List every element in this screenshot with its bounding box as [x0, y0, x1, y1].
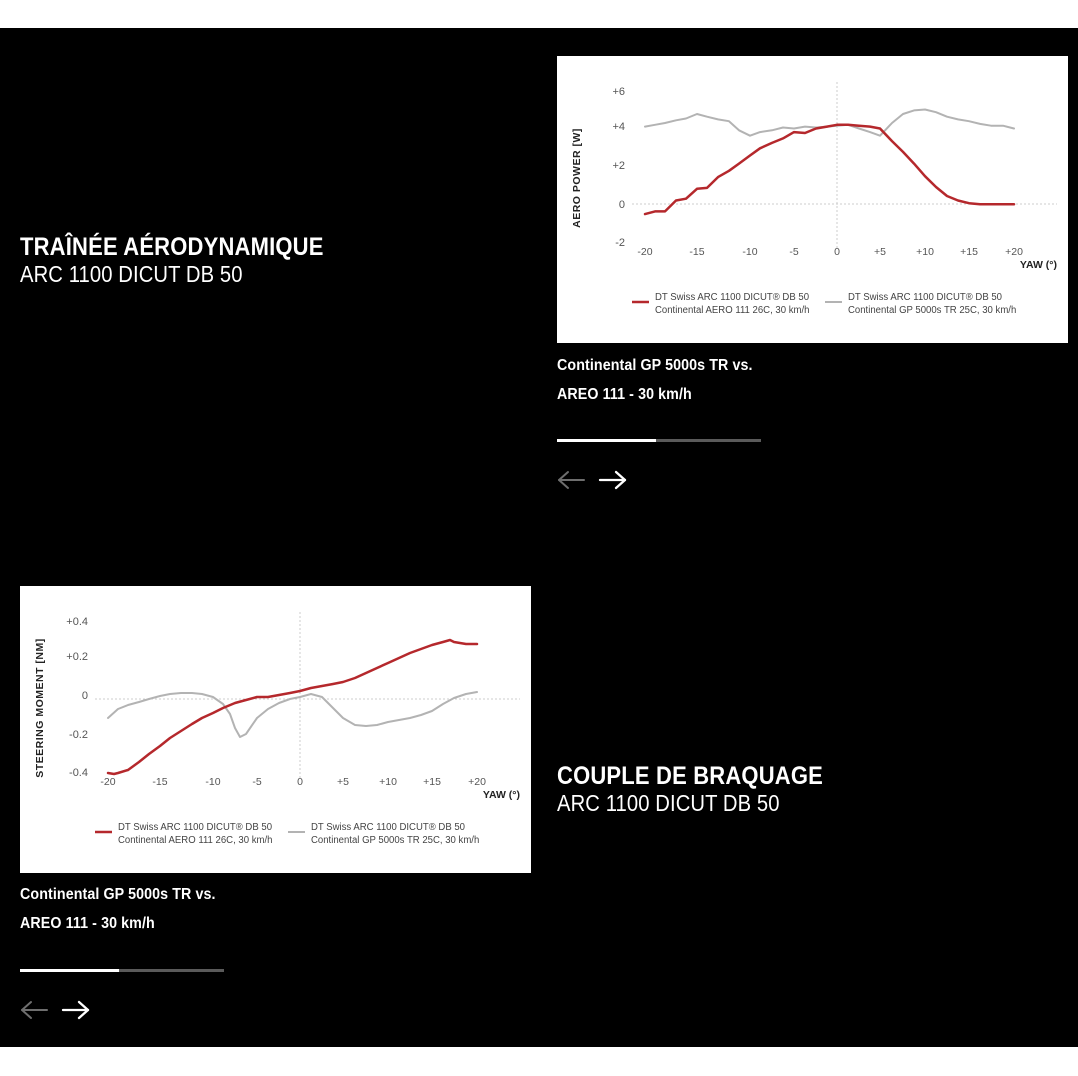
svg-text:+10: +10	[916, 246, 934, 258]
svg-text:DT Swiss ARC 1100 DICUT® DB 50: DT Swiss ARC 1100 DICUT® DB 50	[311, 822, 465, 833]
svg-text:+15: +15	[960, 246, 978, 258]
svg-text:-20: -20	[100, 776, 115, 788]
svg-text:Continental AERO 111 26C, 30 k: Continental AERO 111 26C, 30 km/h	[118, 835, 272, 846]
svg-text:-0.2: -0.2	[69, 729, 88, 741]
svg-text:-5: -5	[789, 246, 798, 258]
svg-text:DT Swiss ARC 1100 DICUT® DB 50: DT Swiss ARC 1100 DICUT® DB 50	[118, 822, 272, 833]
svg-text:+15: +15	[423, 776, 441, 788]
svg-text:+0.2: +0.2	[66, 651, 88, 663]
svg-text:+4: +4	[612, 121, 625, 133]
svg-text:-10: -10	[742, 246, 757, 258]
svg-text:-20: -20	[637, 246, 652, 258]
svg-text:0: 0	[834, 246, 840, 258]
svg-text:0: 0	[297, 776, 303, 788]
svg-text:DT Swiss ARC 1100 DICUT® DB 50: DT Swiss ARC 1100 DICUT® DB 50	[655, 292, 809, 303]
svg-text:+20: +20	[468, 776, 486, 788]
svg-text:+5: +5	[337, 776, 349, 788]
svg-text:0: 0	[82, 690, 88, 702]
svg-text:Continental AERO 111 26C, 30 k: Continental AERO 111 26C, 30 km/h	[655, 305, 809, 316]
svg-text:-15: -15	[689, 246, 704, 258]
svg-text:STEERING MOMENT [NM]: STEERING MOMENT [NM]	[34, 638, 46, 778]
svg-text:+20: +20	[1005, 246, 1023, 258]
svg-text:+2: +2	[612, 160, 625, 172]
svg-text:AERO POWER [W]: AERO POWER [W]	[571, 128, 583, 228]
svg-text:+5: +5	[874, 246, 886, 258]
svg-text:-10: -10	[205, 776, 220, 788]
svg-text:-0.4: -0.4	[69, 767, 88, 779]
svg-text:Continental GP 5000s TR 25C, 3: Continental GP 5000s TR 25C, 30 km/h	[311, 835, 479, 846]
svg-text:0: 0	[619, 199, 625, 211]
svg-text:-15: -15	[152, 776, 167, 788]
svg-text:+0.4: +0.4	[66, 616, 88, 628]
svg-text:-5: -5	[252, 776, 261, 788]
svg-text:YAW (°): YAW (°)	[1020, 259, 1057, 271]
svg-text:+10: +10	[379, 776, 397, 788]
svg-text:YAW (°): YAW (°)	[483, 789, 520, 801]
svg-text:-2: -2	[615, 237, 625, 249]
svg-text:+6: +6	[612, 86, 625, 98]
svg-text:Continental GP 5000s TR 25C, 3: Continental GP 5000s TR 25C, 30 km/h	[848, 305, 1016, 316]
svg-text:DT Swiss ARC 1100 DICUT® DB 50: DT Swiss ARC 1100 DICUT® DB 50	[848, 292, 1002, 303]
